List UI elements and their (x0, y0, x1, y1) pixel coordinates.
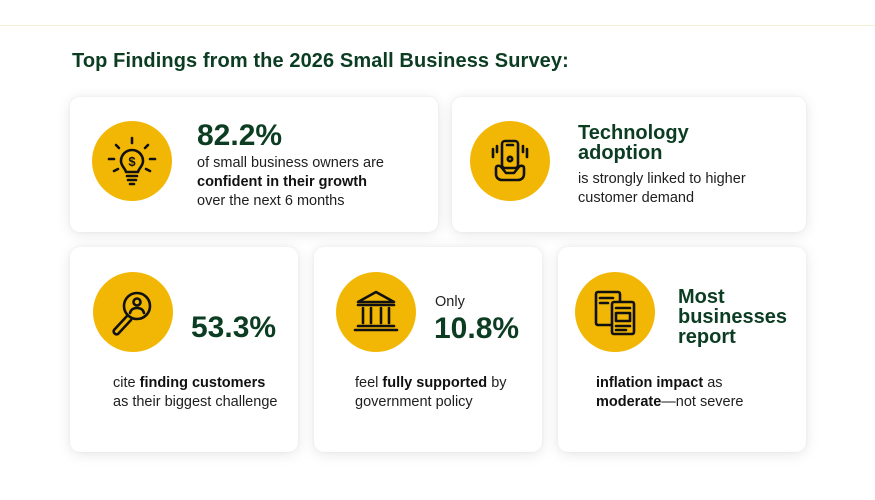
lightbulb-dollar-icon: $ (92, 121, 172, 201)
customers-description: cite finding customers as their biggest … (113, 374, 283, 412)
inflation-heading-line2: businesses (678, 306, 787, 328)
page-title: Top Findings from the 2026 Small Busines… (72, 50, 569, 72)
inflation-heading: Most businesses report (678, 287, 787, 347)
government-building-icon (336, 272, 416, 352)
top-divider (0, 25, 875, 26)
government-desc-pre: feel (355, 375, 379, 391)
documents-icon (575, 272, 655, 352)
government-prefix: Only (435, 294, 465, 310)
finding-card-customers: 53.3% cite finding customers as their bi… (70, 247, 298, 452)
customers-desc-post: as their biggest challenge (113, 394, 278, 410)
government-desc-post: by government policy (355, 375, 507, 410)
technology-heading: Technology adoption (578, 123, 689, 163)
inflation-heading-line1: Most (678, 286, 725, 308)
inflation-desc-mid: as (707, 375, 723, 391)
inflation-heading-line3: report (678, 326, 736, 348)
inflation-desc-bold2: moderate (596, 394, 662, 410)
stat-customers: 53.3% (191, 311, 277, 344)
stat-government: 10.8% (434, 312, 520, 345)
inflation-desc-post: —not severe (661, 394, 744, 410)
hand-phone-icon (470, 121, 550, 201)
inflation-description: inflation impact as moderate—not severe (596, 374, 786, 412)
inflation-desc-bold1: inflation impact (596, 375, 704, 391)
technology-description: is strongly linked to higher customer de… (578, 171, 746, 206)
confidence-desc-post: over the next 6 months (197, 193, 345, 209)
government-desc-bold: fully supported (382, 375, 488, 391)
confidence-desc-pre: of small business owners are (197, 155, 384, 171)
technology-heading-line2: adoption (578, 142, 663, 164)
customers-desc-pre: cite (113, 375, 136, 391)
customers-desc-bold: finding customers (139, 375, 266, 391)
finding-card-technology: Technology adoption is strongly linked t… (452, 97, 806, 232)
svg-text:$: $ (128, 154, 136, 169)
confidence-description: of small business owners are confident i… (197, 154, 432, 211)
government-description: feel fully supported by government polic… (355, 374, 520, 412)
finding-card-confidence: $ 82.2% of small business owners are con… (70, 97, 438, 232)
stat-confidence: 82.2% (197, 119, 283, 152)
magnifier-person-icon (93, 272, 173, 352)
finding-card-government: Only 10.8% feel fully supported by gover… (314, 247, 542, 452)
finding-card-inflation: Most businesses report inflation impact … (558, 247, 806, 452)
confidence-desc-bold: confident in their growth (197, 174, 367, 190)
technology-heading-line1: Technology (578, 122, 689, 144)
